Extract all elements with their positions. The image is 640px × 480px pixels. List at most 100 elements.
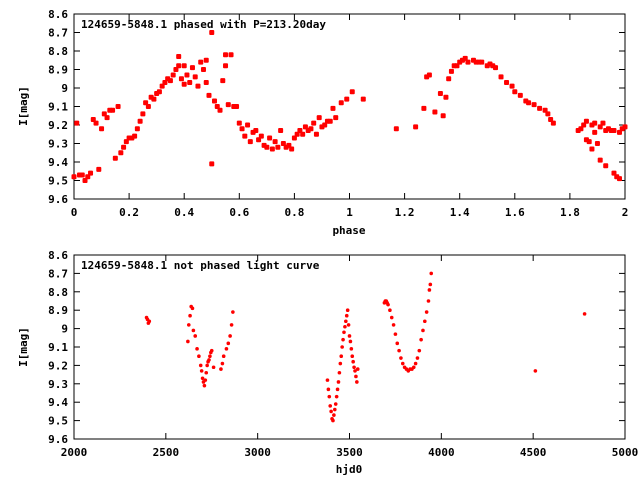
data-point [341,337,345,342]
data-point [393,332,398,336]
y-tick-label: 9 [61,82,68,95]
data-point [603,163,609,169]
data-point [343,324,347,329]
data-points [144,271,587,423]
data-point [616,176,622,182]
data-point [389,315,394,320]
data-point [198,363,203,368]
y-tick-label: 8.6 [48,249,68,262]
axis-ticks: 2000 2500 3000 3500 4000 4500 5000 8.6 8.7 8.8 8.9… [48,249,638,459]
data-point [352,365,356,370]
data-point [440,113,446,119]
data-point [189,65,195,71]
data-point [333,407,337,412]
data-point [110,107,116,113]
data-point [597,157,603,163]
y-tick-label: 9.6 [48,193,68,206]
y-tick-label: 8.7 [48,27,68,40]
data-point [167,78,173,84]
data-point [330,105,336,111]
y-tick-label: 8.9 [48,64,68,77]
data-point [338,100,344,106]
data-point [611,128,617,134]
data-point [203,79,209,85]
data-point [147,319,152,324]
data-point [198,59,204,65]
data-point [419,337,423,342]
data-point [600,120,606,126]
data-point [275,144,281,150]
data-point [195,347,199,351]
data-point [465,59,471,65]
data-point [399,356,403,360]
data-point [421,105,427,111]
data-point [333,402,338,406]
data-point [432,109,438,115]
data-point [594,141,600,146]
x-tick-label: 1.2 [395,206,415,219]
data-point [537,105,543,111]
data-point [203,57,209,63]
x-tick-label: 2 [622,206,629,219]
x-tick-label: 1.4 [450,206,470,219]
data-point [242,133,248,139]
x-tick-label: 5000 [612,446,639,459]
y-tick-label: 8.9 [48,304,68,317]
data-point [209,348,214,353]
data-point [236,120,242,126]
data-point [328,404,333,408]
data-point [426,72,432,78]
data-point [417,348,422,353]
data-point [267,135,273,141]
x-tick-label: 2000 [61,446,88,459]
x-axis-label: hjd0 [336,463,363,476]
data-point [186,323,191,327]
data-point [346,323,351,327]
data-point [151,96,157,102]
y-tick-label: 9.4 [48,396,68,409]
data-point [393,126,399,132]
data-point [334,394,339,399]
data-point [423,319,427,324]
data-point [204,370,209,375]
data-point [413,361,418,366]
data-point [221,354,226,359]
data-point [333,115,339,121]
x-tick-label: 3500 [336,446,363,459]
data-point [391,323,396,327]
data-point [344,319,348,324]
data-point [533,369,538,373]
data-point [592,120,598,126]
data-point [220,78,226,84]
data-point [220,361,225,366]
y-tick-label: 9.2 [48,119,68,132]
data-point [354,374,358,379]
data-point [327,118,333,124]
data-point [170,72,176,78]
data-point [223,63,229,69]
data-point [531,102,537,108]
data-point [446,76,452,82]
data-point [212,98,218,104]
data-point [429,271,434,276]
x-tick-label: 4500 [520,446,547,459]
data-point [245,122,251,128]
unphased-light-curve-panel: 124659-5848.1 not phased light curve hjd… [17,249,638,476]
data-point [504,79,510,85]
data-point [223,52,229,58]
data-point [200,376,205,381]
data-point [186,339,190,344]
x-tick-label: 4000 [428,446,455,459]
data-point [421,328,425,333]
data-point [545,111,551,117]
y-axis-label: I[mag] [17,86,30,126]
data-point [225,102,231,108]
axis-ticks: 0 0.2 0.4 0.6 0.8 1 1.2 1.4 1.6 1.8 2 8.6 8.7 8.8 8.9 9… [48,8,628,219]
data-point [272,139,278,145]
data-point [586,139,592,145]
data-point [253,128,259,134]
data-point [479,59,485,65]
data-point [200,67,206,72]
data-point [209,30,215,35]
data-point [326,387,331,392]
